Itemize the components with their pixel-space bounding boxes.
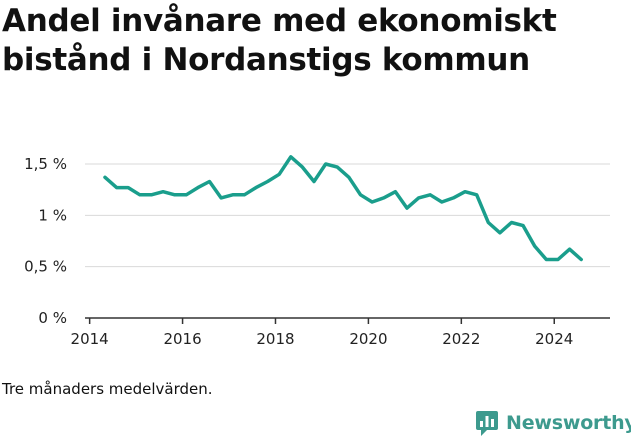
brand-name: Newsworthy [506,412,631,434]
chart-title: Andel invånare med ekonomiskt bistånd i … [2,3,557,78]
x-tick-label: 2014 [71,330,109,348]
x-tick-label: 2016 [163,330,201,348]
y-tick-label: 1 % [38,206,67,224]
y-tick-label: 0,5 % [24,258,67,276]
y-tick-label: 0 % [38,309,67,327]
chart-caption: Tre månaders medelvärden. [2,380,213,398]
x-tick-label: 2022 [442,330,480,348]
y-tick-label: 1,5 % [24,155,67,173]
y-gridlines [85,163,610,268]
x-tick-label: 2018 [256,330,294,348]
y-axis: 0 % 0,5 % 1 % 1,5 % [24,155,67,327]
x-tick-label: 2024 [535,330,573,348]
x-tick-label: 2020 [349,330,387,348]
series-line [103,155,583,262]
x-axis: 2014 2016 2018 2020 2022 2024 [71,317,610,348]
newsworthy-logo: Newsworthy [476,409,631,437]
newsworthy-logo-icon [476,411,498,436]
data-series [103,155,583,262]
